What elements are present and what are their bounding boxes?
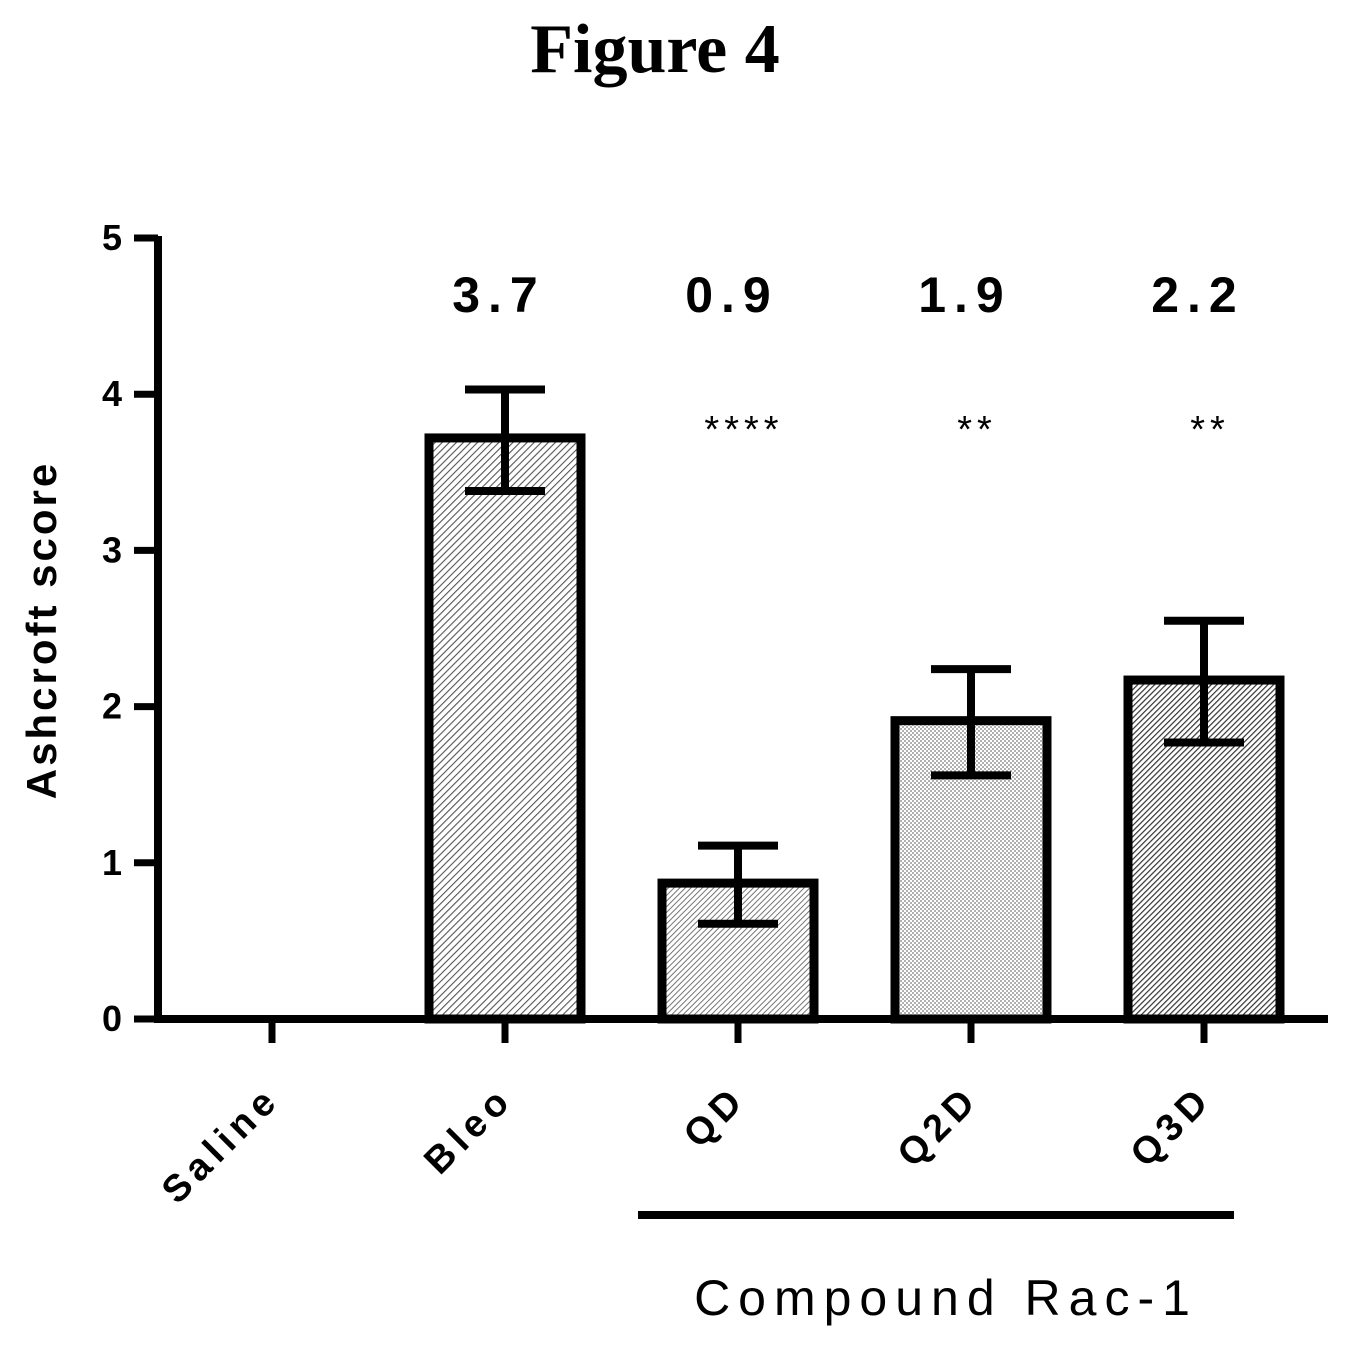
significance-qd: **** [704, 409, 783, 451]
y-axis-label: Ashcroft score [18, 461, 65, 799]
value-label-q2d: 1.9 [918, 267, 1012, 323]
x-tick-label-q2d: Q2D [890, 1078, 988, 1176]
bar-bleo [424, 433, 586, 1024]
y-tick-label: 2 [102, 686, 122, 727]
x-tick-label-q3d: Q3D [1123, 1078, 1221, 1176]
group-label: Compound Rac-1 [694, 1270, 1198, 1326]
value-label-qd: 0.9 [685, 267, 779, 323]
x-tick-label-bleo: Bleo [416, 1078, 521, 1183]
y-tick-label: 5 [102, 217, 122, 258]
significance-q3d: ** [1190, 409, 1230, 451]
value-label-q3d: 2.2 [1151, 267, 1245, 323]
y-tick-label: 4 [102, 373, 122, 414]
y-tick-label: 1 [102, 842, 122, 883]
significance-q2d: ** [957, 409, 997, 451]
y-tick-label: 0 [102, 998, 122, 1039]
figure-title: Figure 4 [530, 11, 780, 88]
x-tick-label-saline: Saline [154, 1078, 288, 1212]
x-tick-label-qd: QD [676, 1078, 754, 1156]
value-label-bleo: 3.7 [452, 267, 546, 323]
y-tick-label: 3 [102, 529, 122, 570]
